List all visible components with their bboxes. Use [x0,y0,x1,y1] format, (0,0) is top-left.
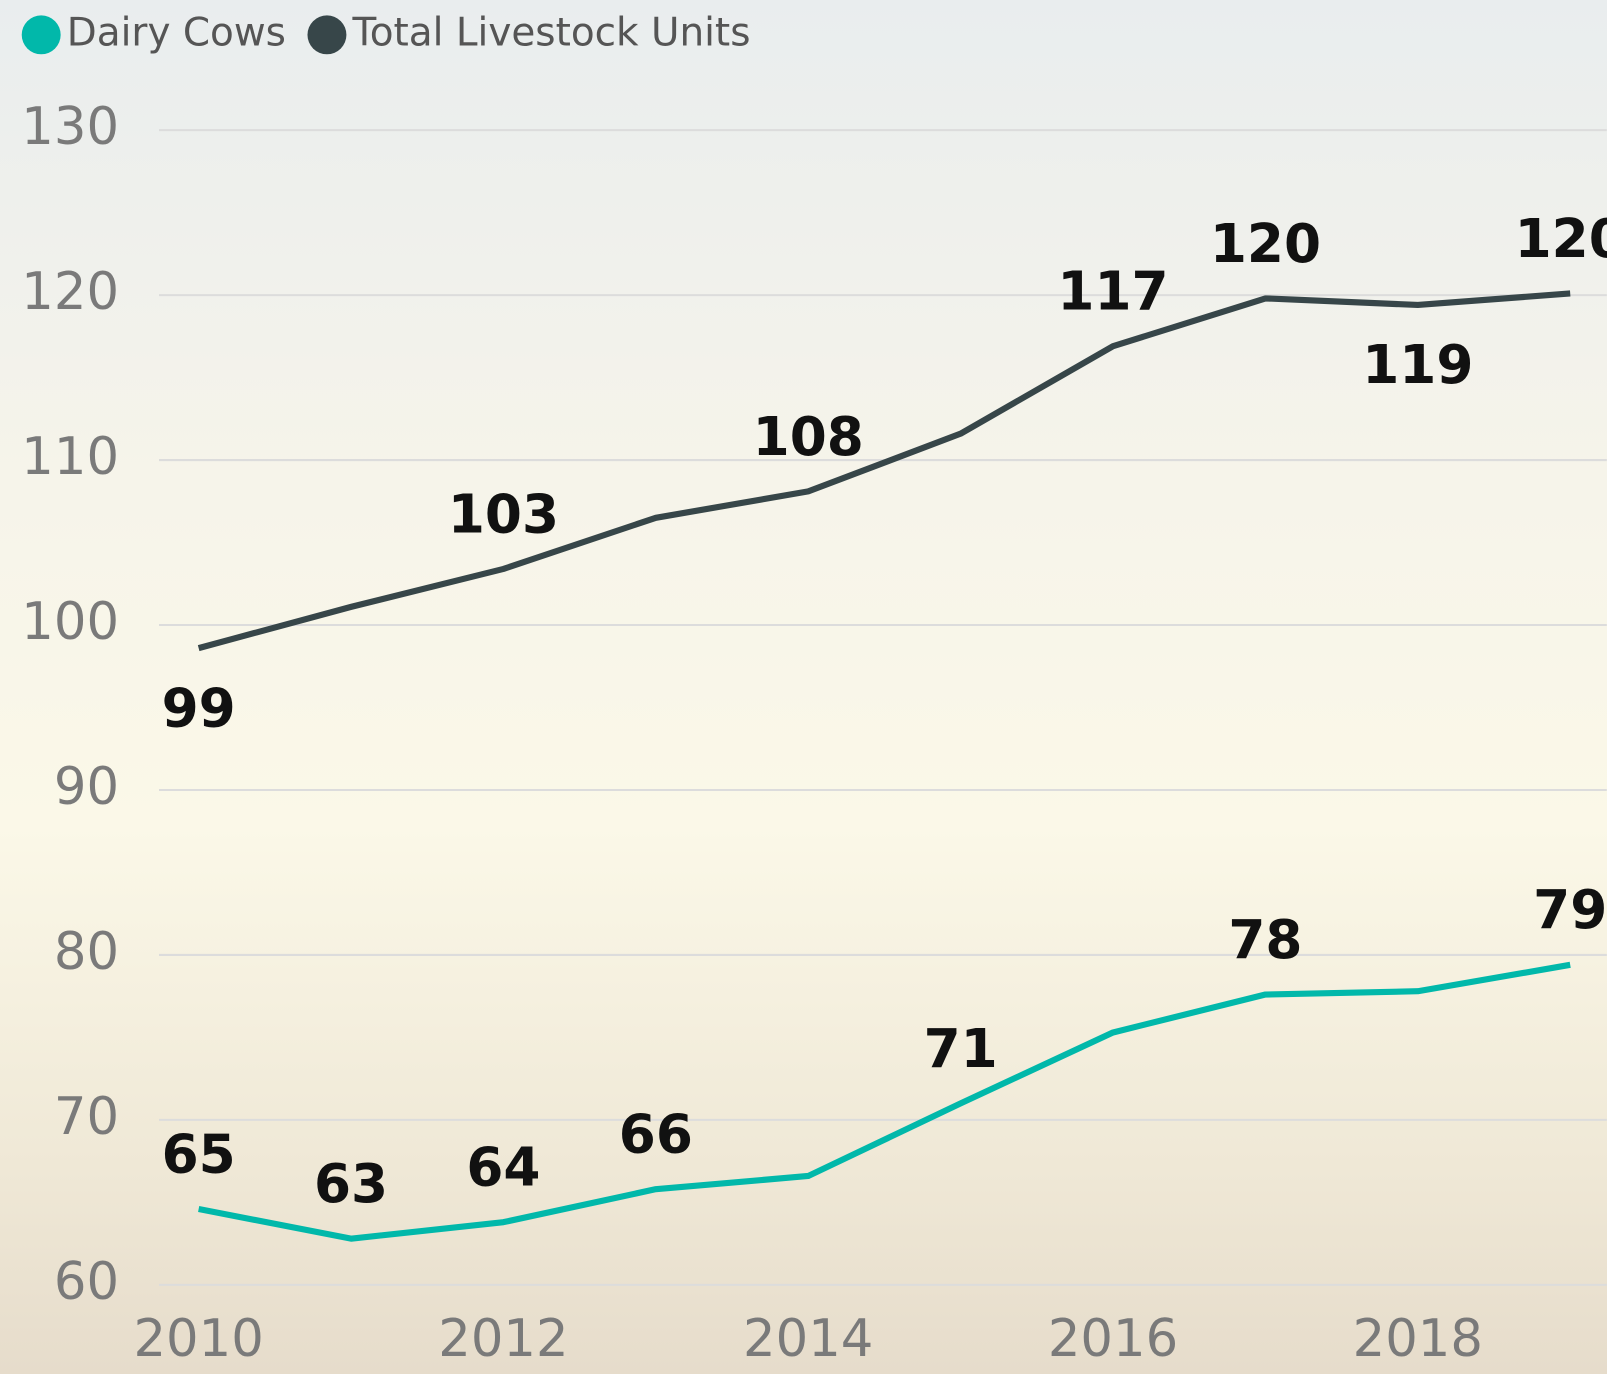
data-label: 78 [1228,909,1302,971]
data-label: 99 [162,677,236,739]
y-tick-label: 120 [21,262,119,322]
data-label: 120 [1515,208,1607,270]
data-label: 103 [448,483,559,545]
data-label: 120 [1210,213,1321,275]
legend-marker [22,15,61,54]
y-tick-label: 130 [21,97,119,157]
y-tick-label: 100 [21,592,119,652]
y-tick-label: 80 [54,922,119,982]
line [199,965,1571,1239]
data-label: 66 [619,1104,693,1166]
x-tick-label: 2016 [1048,1309,1178,1369]
legend-label: Dairy Cows [67,10,286,55]
x-tick-label: 2012 [438,1309,568,1369]
legend-marker [307,15,346,54]
data-label: 65 [162,1123,236,1185]
x-tick-label: 2014 [743,1309,873,1369]
data-label: 79 [1533,879,1607,941]
data-label: 63 [314,1153,388,1215]
y-tick-label: 70 [54,1087,119,1147]
x-tick-label: 2018 [1353,1309,1483,1369]
y-tick-label: 90 [54,757,119,817]
data-label: 71 [924,1018,998,1080]
y-tick-label: 110 [21,427,119,487]
x-tick-label: 2010 [133,1309,263,1369]
data-label: 119 [1362,334,1473,396]
data-label: 64 [466,1137,540,1199]
y-tick-label: 60 [54,1252,119,1312]
data-label: 108 [753,406,864,468]
legend-label: Total Livestock Units [352,10,751,55]
data-label: 117 [1057,261,1168,323]
chart: 60 70 80 90 100 110 120 130 2010 2012 2014 2016 2018… [0,0,1607,1374]
